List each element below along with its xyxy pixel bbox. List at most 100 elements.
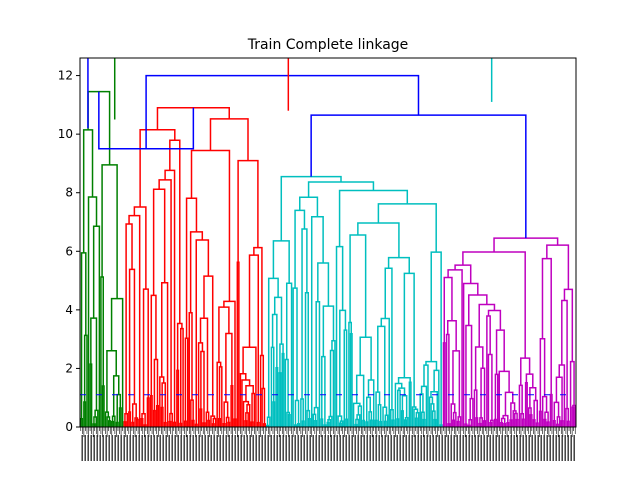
dendrogram-link-220: [272, 240, 290, 284]
dendrogram-link-196: [270, 346, 275, 427]
dendrogram-link-105: [125, 223, 133, 414]
dendrogram-link-39: [163, 421, 167, 427]
dendrogram-link-68: [190, 399, 194, 427]
dendrogram-link-18: [90, 317, 98, 411]
dendrogram-link-161: [287, 414, 291, 427]
dendrogram-link-239: [521, 418, 525, 427]
dendrogram-link-271: [565, 407, 569, 427]
dendrogram-link-19: [110, 297, 124, 427]
dendrogram-link-245: [503, 422, 507, 427]
dendrogram-link-285: [525, 373, 534, 388]
dendrogram-link-251: [514, 412, 518, 427]
dendrogram-link-57: [169, 412, 173, 427]
dendrogram-link-240: [556, 416, 561, 427]
dendrogram-link-79: [176, 369, 180, 427]
dendrogram-link-256: [489, 421, 493, 427]
dendrogram-link-231: [535, 422, 539, 427]
dendrogram-link-156: [411, 406, 417, 427]
dendrogram-link-228: [338, 189, 409, 247]
dendrogram-link-162: [428, 396, 434, 427]
y-tick-label: 12: [58, 69, 73, 83]
dendrogram-link-122: [365, 421, 369, 427]
dendrogram-link-150: [413, 408, 419, 427]
dendrogram-link-269: [538, 410, 542, 427]
dendrogram-link-123: [439, 424, 443, 427]
dendrogram-link-51: [123, 421, 127, 427]
dendrogram-link-201: [343, 329, 348, 427]
dendrogram-link-110: [158, 179, 172, 414]
dendrogram-link-298: [445, 333, 450, 427]
dendrogram-link-23: [87, 196, 98, 427]
dendrogram-link-4: [111, 415, 116, 427]
dendrogram-link-246: [532, 419, 536, 427]
dendrogram-link-141: [320, 418, 324, 427]
dendrogram-link-78: [239, 372, 247, 427]
dendrogram-link-22: [92, 225, 101, 427]
dendrogram-link-115: [139, 128, 176, 208]
dendrogram-link-111: [164, 169, 176, 423]
dendrogram-link-227: [299, 196, 319, 217]
dendrogram-link-127: [307, 418, 311, 427]
dendrogram-link-49: [246, 404, 251, 427]
dendrogram-link-190: [423, 364, 429, 427]
dendrogram-link-29: [173, 421, 177, 427]
dendrogram-link-146: [422, 418, 426, 427]
dendrogram-link-132: [326, 421, 330, 427]
dendrogram-link-114: [169, 139, 181, 324]
dendrogram-link-254: [483, 420, 487, 427]
dendrogram-link-128: [403, 419, 408, 427]
y-tick-label: 0: [65, 420, 73, 434]
dendrogram-link-314: [546, 244, 570, 290]
dendrogram-link-100: [236, 261, 240, 427]
dendrogram-link-262: [452, 411, 457, 427]
dendrogram-link-194: [281, 352, 285, 427]
dendrogram-link-97: [161, 281, 169, 427]
y-tick-label: 6: [65, 244, 73, 258]
dendrogram-link-20: [100, 276, 104, 427]
dendrogram-link-88: [225, 332, 233, 403]
dendrogram-link-73: [261, 387, 266, 427]
dendrogram-link-87: [184, 337, 189, 427]
dendrogram-link-7: [94, 409, 99, 427]
dendrogram-link-32: [250, 421, 254, 427]
dendrogram-link-292: [520, 357, 531, 386]
dendrogram-link-238: [515, 418, 519, 427]
dendrogram-link-131: [383, 420, 387, 427]
dendrogram-link-140: [323, 424, 327, 427]
dendrogram-link-232: [555, 423, 559, 427]
dendrogram-link-38: [202, 422, 206, 427]
dendrogram-link-199: [359, 336, 372, 380]
dendrogram-link-124: [338, 422, 342, 427]
dendrogram-link-233: [552, 419, 556, 427]
dendrogram-link-299: [495, 329, 505, 375]
dendrogram-link-234: [546, 421, 550, 427]
dendrogram-link-296: [442, 342, 446, 427]
dendrogram-link-205: [271, 313, 278, 368]
dendrogram-link-134: [369, 419, 373, 427]
dendrogram-link-183: [408, 381, 412, 427]
dendrogram-link-41: [135, 418, 139, 427]
y-tick-label: 10: [58, 127, 73, 141]
y-tick-label: 4: [65, 303, 73, 317]
dendrogram-link-229: [307, 181, 375, 198]
dendrogram-link-6: [115, 421, 119, 427]
dendrogram-link-109: [152, 188, 166, 296]
dendrogram-link-130: [433, 418, 437, 427]
dendrogram-link-173: [294, 399, 300, 425]
dendrogram-link-13: [101, 385, 105, 427]
dendrogram-link-278: [541, 395, 548, 427]
dendrogram-link-242: [500, 421, 504, 427]
dendrogram-link-301: [446, 320, 457, 351]
dendrogram-link-280: [504, 391, 514, 416]
dendrogram-link-47: [140, 418, 144, 427]
dendrogram-link-45: [210, 415, 216, 427]
dendrogram-link-106: [128, 214, 141, 427]
dendrogram-link-9: [104, 411, 110, 427]
dendrogram-link-180: [398, 387, 406, 396]
dendrogram-link-186: [355, 374, 365, 421]
dendrogram-link-121: [314, 420, 318, 427]
plot-frame: [79, 57, 577, 428]
dendrogram-link-303: [487, 309, 502, 331]
dendrogram-link-243: [509, 419, 513, 427]
